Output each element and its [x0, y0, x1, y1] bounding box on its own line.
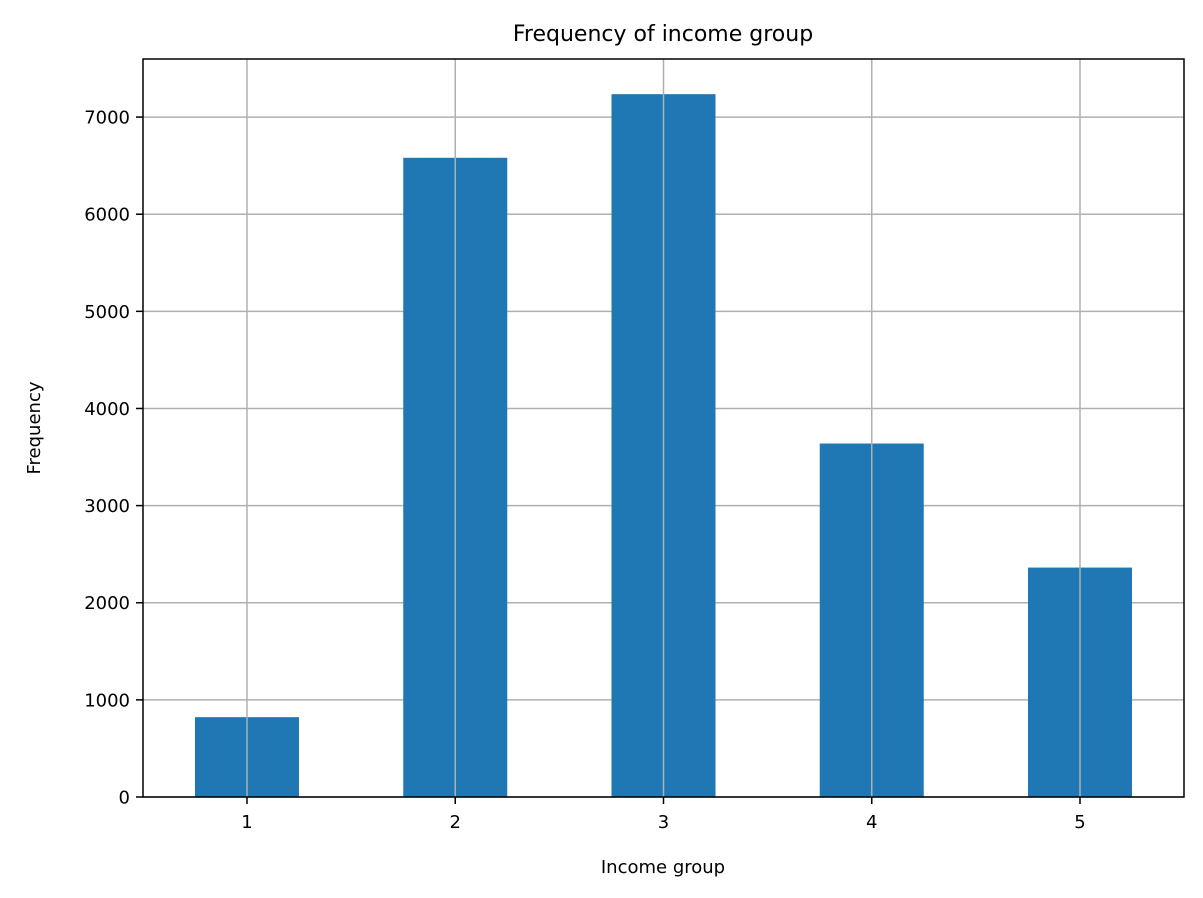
y-tick-label: 0 — [119, 788, 130, 809]
y-tick-label: 6000 — [84, 205, 130, 226]
y-tick-label: 4000 — [84, 399, 130, 420]
x-tick-label: 2 — [450, 812, 461, 833]
y-tick-label: 5000 — [84, 302, 130, 323]
y-tick-label: 2000 — [84, 593, 130, 614]
x-tick-label: 4 — [866, 812, 877, 833]
y-tick-label: 1000 — [84, 690, 130, 711]
x-grid-lines — [246, 59, 1081, 797]
x-tick-label: 3 — [658, 812, 669, 833]
y-tick-label: 7000 — [84, 108, 130, 129]
y-tick-label: 3000 — [84, 496, 130, 517]
y-axis-label: Frequency — [24, 381, 45, 474]
x-tick-label: 1 — [241, 812, 252, 833]
chart-title: Frequency of income group — [513, 22, 813, 47]
x-axis-label: Income group — [601, 857, 725, 878]
x-tick-label: 5 — [1074, 812, 1085, 833]
x-axis-ticks: 1 2 3 4 5 — [241, 797, 1086, 833]
y-axis-ticks: 0 1000 2000 3000 4000 5000 6000 7000 — [84, 108, 143, 809]
